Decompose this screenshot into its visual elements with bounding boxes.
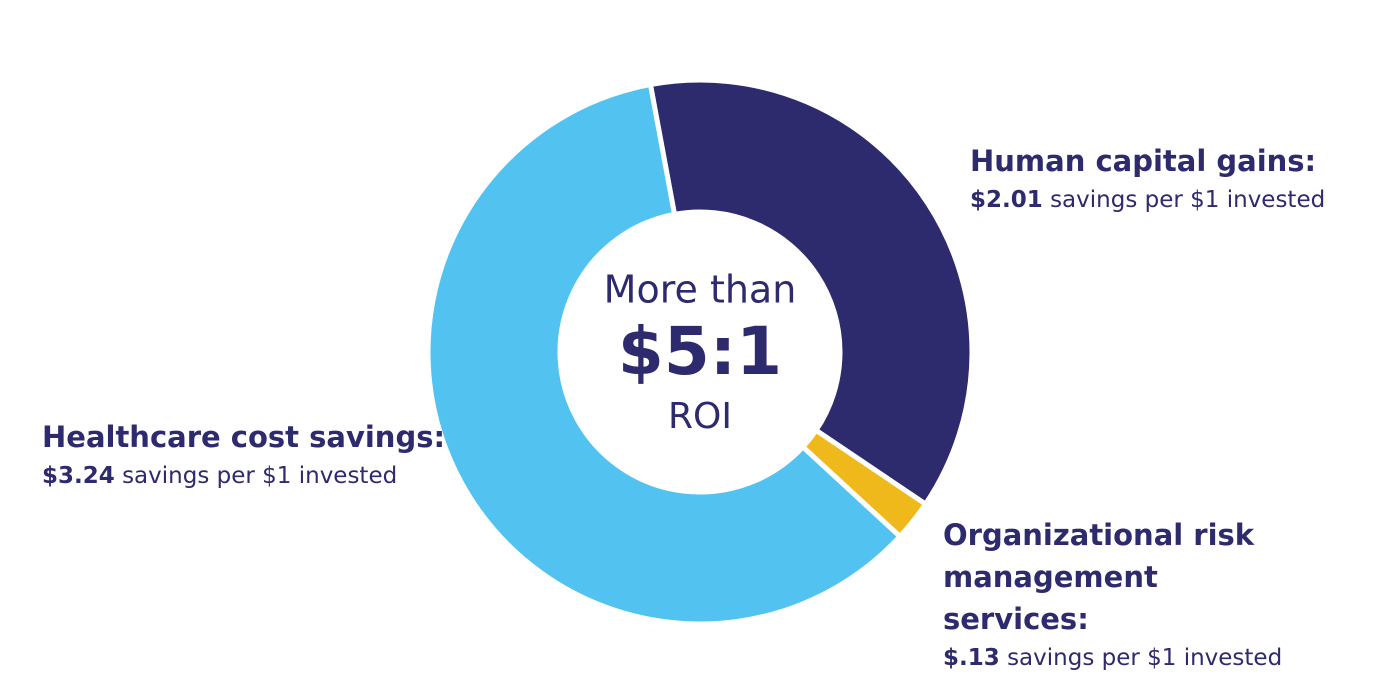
- slice-label: Healthcare cost savings: $3.24 savings pe…: [42, 416, 462, 494]
- slice-suffix: savings per $1 invested: [122, 463, 398, 489]
- slice-value-line: $3.24 savings per $1 invested: [42, 458, 462, 494]
- slice-value: $2.01: [970, 187, 1043, 213]
- slice-value: $.13: [943, 645, 1000, 671]
- slice-suffix: savings per $1 invested: [1050, 187, 1326, 213]
- slice-label: Organizational risk management services:…: [943, 514, 1303, 676]
- slice-suffix: savings per $1 invested: [1007, 645, 1283, 671]
- slice-label: Human capital gains: $2.01 savings per $1…: [970, 140, 1370, 218]
- donut-slice: [647, 77, 975, 508]
- slice-name: Human capital gains:: [970, 144, 1317, 178]
- slice-value: $3.24: [42, 463, 115, 489]
- center-text: $5:1: [618, 313, 782, 390]
- slice-value-line: $2.01 savings per $1 invested: [970, 182, 1370, 218]
- center-text: ROI: [668, 396, 732, 437]
- donut-slice: [425, 81, 904, 627]
- center-text: More than: [604, 268, 797, 312]
- slice-name: Organizational risk management services:: [943, 518, 1255, 636]
- slice-name: Healthcare cost savings:: [42, 420, 446, 454]
- slice-value-line: $.13 savings per $1 invested: [943, 640, 1303, 676]
